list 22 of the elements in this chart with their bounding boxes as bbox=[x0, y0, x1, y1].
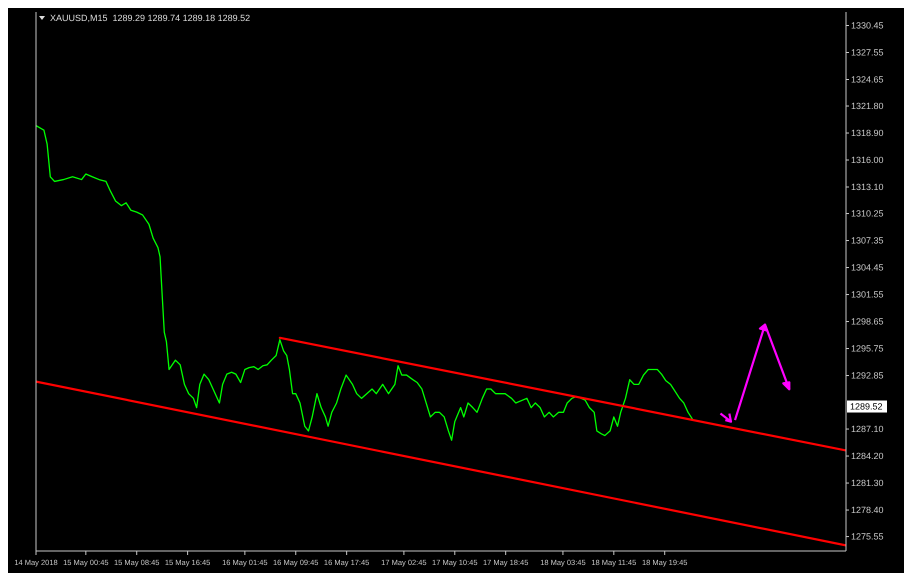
y-tick-label: 1292.85 bbox=[851, 370, 884, 381]
y-tick-label: 1313.10 bbox=[851, 182, 884, 192]
y-tick-label: 1278.40 bbox=[851, 505, 884, 516]
y-tick-label: 1316.00 bbox=[851, 155, 884, 166]
y-tick-label: 1295.75 bbox=[851, 344, 884, 354]
y-tick-label: 1298.65 bbox=[851, 316, 884, 327]
y-tick-label: 1301.55 bbox=[851, 290, 884, 300]
y-tick-label: 1281.30 bbox=[851, 478, 884, 488]
line-series bbox=[36, 124, 693, 441]
y-tick-label: 1275.55 bbox=[851, 532, 884, 542]
annotation: 1289.52 bbox=[850, 402, 883, 412]
y-tick-label: 1321.80 bbox=[851, 101, 884, 112]
y-tick-label: 1287.10 bbox=[851, 424, 884, 434]
y-tick-label: 1310.25 bbox=[851, 208, 884, 219]
y-tick-label: 1327.55 bbox=[851, 48, 884, 58]
y-tick-label: 1318.90 bbox=[851, 128, 884, 138]
chart-title: XAUUSD,M15 1289.29 1289.74 1289.18 1289.52 bbox=[50, 13, 250, 23]
y-tick-label: 1284.20 bbox=[851, 451, 884, 462]
y-tick-label: 1324.65 bbox=[851, 74, 884, 85]
y-tick-label: 1307.35 bbox=[851, 236, 884, 246]
y-tick-label: 1304.45 bbox=[851, 262, 884, 273]
y-tick-label: 1330.45 bbox=[851, 20, 884, 31]
